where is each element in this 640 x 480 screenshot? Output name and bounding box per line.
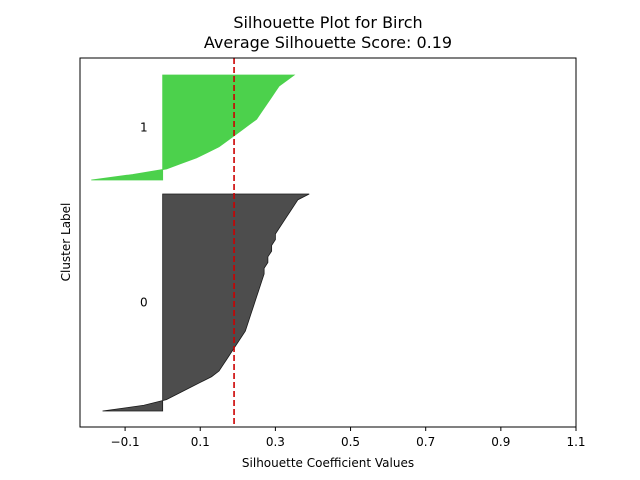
x-tick-label: −0.1 [111, 435, 140, 449]
x-tick-label: 0.3 [266, 435, 285, 449]
x-tick-label: 0.9 [491, 435, 510, 449]
cluster-0-silhouette [102, 193, 310, 412]
cluster-1-silhouette [91, 74, 296, 181]
chart-title: Silhouette Plot for Birch [233, 13, 422, 32]
plot-frame [79, 57, 577, 428]
x-tick-label: 0.7 [416, 435, 435, 449]
plot-background [80, 58, 576, 427]
y-axis-label: Cluster Label [59, 203, 73, 282]
chart-subtitle: Average Silhouette Score: 0.19 [204, 33, 452, 52]
x-tick-label: 1.1 [566, 435, 585, 449]
cluster-0-label: 0 [140, 296, 148, 310]
x-axis-ticks: −0.1 0.1 0.3 0.5 0.7 0.9 1.1 [111, 427, 586, 449]
clusters-layer: 01 [91, 74, 310, 412]
x-tick-label: 0.1 [191, 435, 210, 449]
x-axis-label: Silhouette Coefficient Values [242, 456, 414, 470]
cluster-1-label: 1 [140, 121, 148, 135]
x-tick-label: 0.5 [341, 435, 360, 449]
